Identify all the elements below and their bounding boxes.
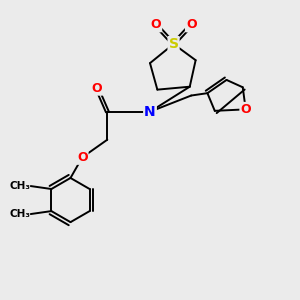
Text: CH₃: CH₃ — [10, 181, 31, 191]
Text: O: O — [92, 82, 102, 95]
Text: O: O — [151, 18, 161, 32]
Text: CH₃: CH₃ — [10, 209, 31, 219]
Text: O: O — [77, 151, 88, 164]
Text: O: O — [186, 18, 196, 32]
Text: O: O — [240, 103, 251, 116]
Text: N: N — [144, 105, 156, 119]
Text: S: S — [169, 37, 178, 51]
